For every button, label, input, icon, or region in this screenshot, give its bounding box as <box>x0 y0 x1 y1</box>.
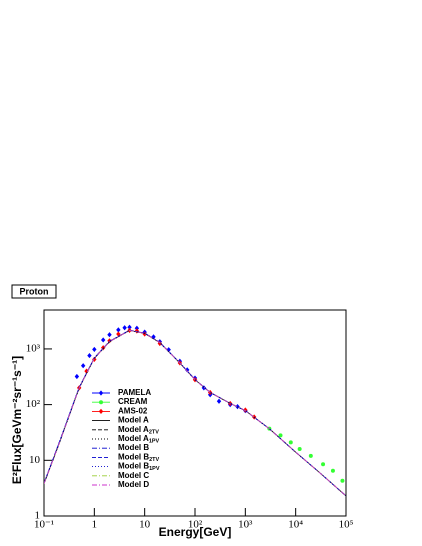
data-point <box>201 385 207 391</box>
legend-label: AMS-02 <box>118 407 148 416</box>
legend-subscript: 2TV <box>149 430 159 436</box>
model-line <box>44 329 346 497</box>
legend-name: Model A <box>118 434 149 443</box>
data-point <box>127 324 132 330</box>
x-axis-label: Energy[GeV] <box>159 525 232 539</box>
title-box <box>11 284 57 299</box>
data-point <box>80 363 86 369</box>
legend-name: AMS-02 <box>118 407 148 416</box>
data-point <box>116 327 121 333</box>
legend-label: Model A <box>118 416 149 425</box>
data-point <box>321 462 326 467</box>
legend-marker <box>98 390 104 396</box>
legend-label: Model A1PV <box>118 434 160 445</box>
x-tick-label: 10⁻¹ <box>34 519 54 531</box>
plot-area <box>44 324 346 497</box>
legend-label: CREAM <box>118 397 148 406</box>
plot-frame <box>43 309 347 517</box>
legend-label: Model B2TV <box>118 453 160 464</box>
x-tick-label: 10³ <box>238 519 253 531</box>
legend-marker <box>98 408 104 414</box>
legend-label: Model B1PV <box>118 462 160 473</box>
data-point <box>84 368 89 374</box>
data-point <box>308 453 313 458</box>
legend-name: Model A <box>118 416 149 425</box>
x-tick-label: 10⁵ <box>339 519 354 531</box>
data-point <box>278 433 283 438</box>
data-point <box>243 407 248 413</box>
data-point <box>185 367 190 373</box>
legend-subscript: 1PV <box>149 467 160 473</box>
chart-title: Proton <box>20 286 49 296</box>
x-tick-label: 10² <box>188 519 203 531</box>
legend-label: Model A2TV <box>118 425 159 436</box>
x-tick-label: 10 <box>139 519 151 531</box>
data-point <box>92 346 97 353</box>
legend-name: Model D <box>118 480 149 489</box>
data-point <box>216 398 222 404</box>
x-tick-label: 10⁴ <box>288 519 303 531</box>
data-point <box>297 446 302 451</box>
data-point <box>92 356 97 362</box>
y-tick-label: 10² <box>26 398 41 410</box>
legend-name: Model A <box>118 425 149 434</box>
legend-label: Model D <box>118 480 149 489</box>
legend-label: Model C <box>118 471 149 480</box>
legend-marker <box>99 400 103 405</box>
data-point <box>122 325 127 331</box>
legend-name: PAMELA <box>118 388 151 397</box>
data-point <box>151 334 156 340</box>
model-line <box>44 329 346 497</box>
data-point <box>288 440 293 445</box>
y-tick-label: 1 <box>35 510 41 522</box>
data-point <box>340 478 345 483</box>
legend-label: Model B <box>118 443 149 452</box>
legend-name: Model B <box>118 443 149 452</box>
data-point <box>100 337 106 343</box>
y-tick-label: 10³ <box>26 342 41 354</box>
data-point <box>166 347 171 353</box>
data-point <box>330 468 335 473</box>
data-point <box>134 325 140 331</box>
legend-name: Model B <box>118 462 149 471</box>
data-point <box>107 338 112 344</box>
data-point <box>74 373 80 380</box>
legend-name: Model B <box>118 453 149 462</box>
legend-name: Model C <box>118 471 149 480</box>
legend-label: PAMELA <box>118 388 151 397</box>
data-point <box>87 352 92 359</box>
y-tick-label: 10 <box>29 454 41 466</box>
data-point <box>107 332 112 338</box>
x-tick-label: 1 <box>92 519 98 531</box>
legend-name: CREAM <box>118 397 148 406</box>
y-axis-label: E²Flux[GeVm⁻²sr⁻¹s⁻¹] <box>10 356 24 484</box>
legend-subscript: 1PV <box>149 439 160 445</box>
data-point <box>157 340 163 347</box>
legend-subscript: 2TV <box>149 457 159 463</box>
